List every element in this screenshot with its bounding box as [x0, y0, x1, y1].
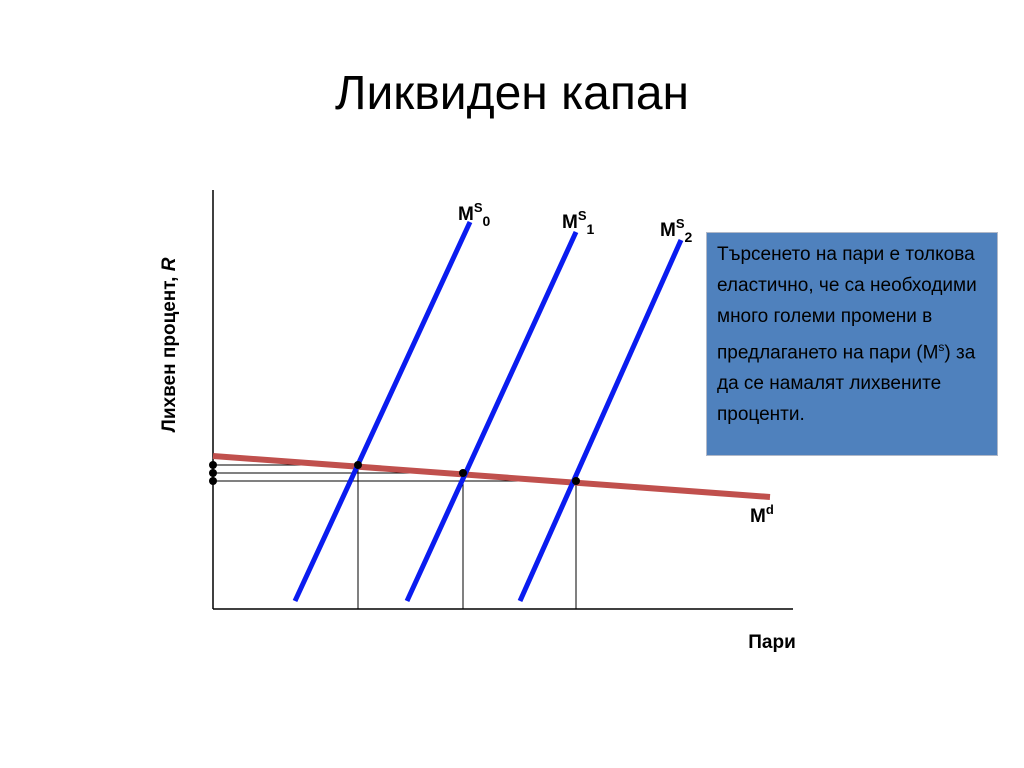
label-main: M [562, 212, 578, 233]
curve-label: MS2 [660, 216, 693, 245]
label-main: M [660, 220, 676, 241]
point [459, 469, 467, 477]
money-supply [292, 220, 684, 603]
note-text: ) за да се намалят лихвените проценти. [717, 342, 976, 426]
x-axis-label: Пари [748, 632, 796, 653]
y-label-text: Лихвен процент, [159, 271, 180, 432]
curve-label: MS0 [458, 200, 491, 229]
note-sup: s [938, 340, 945, 354]
point [209, 477, 217, 485]
note-text: Търсенето на пари е толкова еластично, ч… [717, 244, 977, 364]
supply-line [517, 238, 684, 603]
title: Ликвиден капан [334, 67, 690, 120]
label-sup: S [474, 200, 483, 215]
curve-label: MS1 [562, 208, 595, 237]
label-sub: 1 [587, 221, 595, 237]
point [209, 469, 217, 477]
guides [213, 464, 577, 609]
money-demand [212, 453, 771, 500]
point [354, 461, 362, 469]
label-sup: S [676, 216, 685, 231]
supply-line [292, 220, 473, 603]
label-sup: S [578, 208, 587, 223]
point [209, 461, 217, 469]
point [572, 477, 580, 485]
label-sub: 0 [483, 213, 491, 229]
y-axis-label: Лихвен процент, R [159, 257, 180, 432]
points [209, 461, 580, 485]
note-box: Търсенето на пари е толкова еластично, ч… [706, 232, 998, 456]
label-main: M [750, 506, 766, 527]
curve-label: Md [750, 502, 774, 527]
label-sub: 2 [685, 229, 693, 245]
label-sup: d [766, 502, 774, 517]
label-main: M [458, 204, 474, 225]
supply-line [404, 230, 579, 603]
y-label-var: R [159, 257, 180, 271]
